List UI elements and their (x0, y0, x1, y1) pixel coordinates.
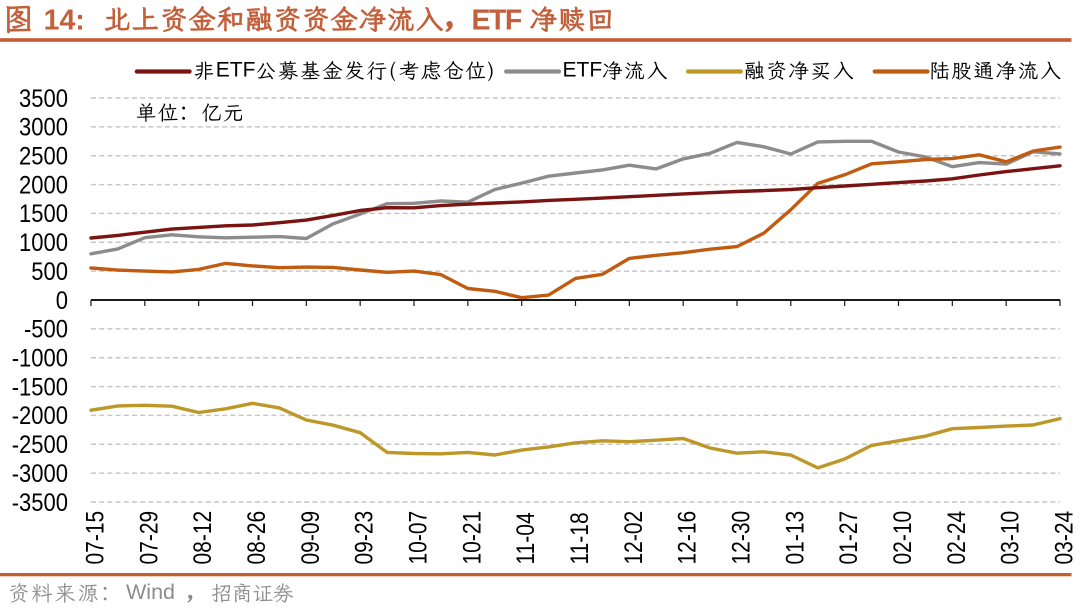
svg-text:ETF: ETF (216, 59, 256, 82)
svg-text:12-02: 12-02 (619, 511, 647, 565)
svg-text:02-24: 02-24 (942, 511, 970, 565)
svg-text:03-24: 03-24 (1050, 511, 1078, 565)
svg-text:Wind: Wind (126, 580, 175, 604)
svg-text:2500: 2500 (19, 143, 68, 171)
svg-text:10-07: 10-07 (404, 511, 432, 565)
svg-text:-1000: -1000 (12, 345, 68, 373)
svg-text:2000: 2000 (19, 172, 68, 200)
svg-text:10-21: 10-21 (457, 511, 485, 565)
svg-text:09-09: 09-09 (296, 511, 324, 565)
svg-text:-3500: -3500 (12, 489, 68, 517)
svg-text:12-16: 12-16 (673, 511, 701, 565)
svg-text:3000: 3000 (19, 114, 68, 142)
svg-text:11-04: 11-04 (511, 512, 539, 564)
svg-text:-2500: -2500 (12, 432, 68, 460)
svg-text:14:: 14: (44, 5, 85, 37)
svg-text:-2000: -2000 (12, 403, 68, 431)
svg-text:3500: 3500 (19, 85, 68, 113)
svg-text:07-29: 07-29 (134, 511, 162, 565)
svg-text:01-13: 01-13 (780, 511, 808, 565)
svg-text:500: 500 (31, 259, 68, 287)
svg-text:07-15: 07-15 (81, 511, 109, 565)
svg-text:0: 0 (56, 287, 68, 315)
svg-text:-1500: -1500 (12, 374, 68, 402)
svg-text:ETF: ETF (563, 59, 603, 82)
svg-text:09-23: 09-23 (350, 511, 378, 565)
svg-text:02-10: 02-10 (888, 511, 916, 565)
svg-text:-500: -500 (24, 316, 68, 344)
svg-text:08-12: 08-12 (188, 511, 216, 565)
svg-text:1000: 1000 (19, 230, 68, 258)
svg-text:-3000: -3000 (12, 461, 68, 489)
svg-text:12-30: 12-30 (727, 511, 755, 565)
svg-text:ETF: ETF (472, 5, 522, 37)
svg-text:08-26: 08-26 (242, 511, 270, 565)
svg-text:11-18: 11-18 (565, 512, 593, 564)
svg-text:03-10: 03-10 (996, 511, 1024, 565)
svg-text:01-27: 01-27 (834, 511, 862, 565)
svg-text:1500: 1500 (19, 201, 68, 229)
